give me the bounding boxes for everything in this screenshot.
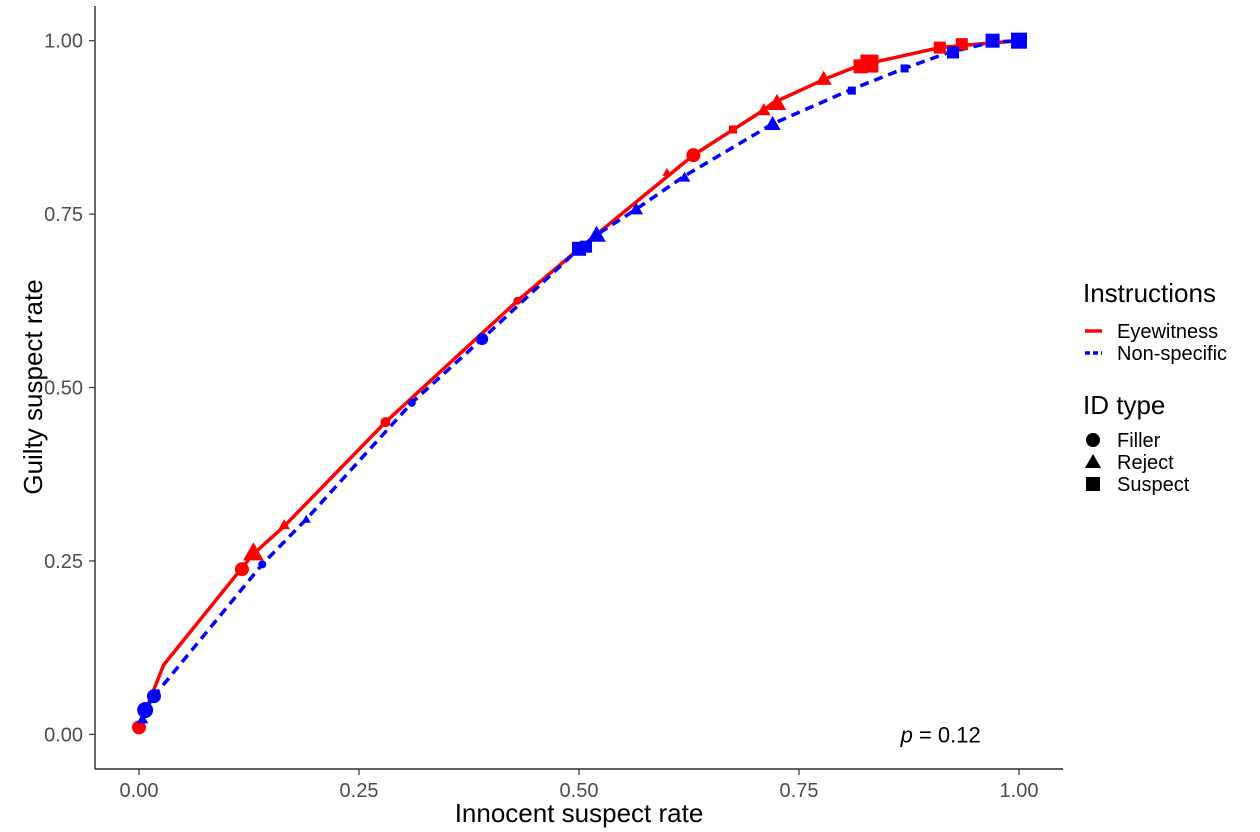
eyewitness-circle-point xyxy=(513,296,522,305)
eyewitness-square-point xyxy=(860,54,879,73)
y-tick-label: 1.00 xyxy=(44,31,83,53)
p-value-annotation: p = 0.12 xyxy=(900,722,981,747)
x-ticks: 0.00 0.25 0.50 0.75 1.00 xyxy=(120,769,1039,802)
eyewitness-circle-point xyxy=(686,148,701,163)
p-value-text: = 0.12 xyxy=(913,722,981,747)
x-tick-label: 0.00 xyxy=(120,780,159,802)
eyewitness-line xyxy=(137,38,1020,729)
legend-label-filler: Filler xyxy=(1117,430,1161,452)
non-specific-square-point xyxy=(985,33,1000,48)
non-specific-triangle-point xyxy=(587,225,606,242)
legend-label-suspect: Suspect xyxy=(1117,474,1190,496)
x-axis-title: Innocent suspect rate xyxy=(455,798,704,828)
eyewitness-circle-point xyxy=(132,720,146,735)
p-value-symbol: p xyxy=(900,722,913,747)
series-points xyxy=(132,32,1027,735)
non-specific-triangle-point xyxy=(629,202,644,215)
eyewitness-square-point xyxy=(933,41,946,54)
non-specific-square-point xyxy=(847,86,856,95)
eyewitness-circle-point xyxy=(234,562,249,577)
non-specific-square-point xyxy=(580,240,593,253)
legend-key-circle xyxy=(1086,433,1100,447)
non-specific-square-point xyxy=(900,64,909,73)
eyewitness-square-point xyxy=(729,125,737,134)
non-specific-circle-point xyxy=(258,560,267,569)
y-tick-label: 0.00 xyxy=(44,724,83,746)
y-tick-label: 0.25 xyxy=(44,551,83,573)
legend-label-non-specific: Non-specific xyxy=(1117,343,1227,365)
x-tick-label: 1.00 xyxy=(1000,780,1039,802)
non-specific-triangle-point xyxy=(678,171,691,182)
non-specific-circle-point xyxy=(476,332,489,345)
legend-label-eyewitness: Eyewitness xyxy=(1117,321,1218,343)
non-specific-square-point xyxy=(1011,32,1027,49)
x-tick-label: 0.75 xyxy=(780,780,819,802)
non-specific-square-point xyxy=(947,46,959,59)
non-specific-triangle-point xyxy=(301,514,311,523)
non-specific-circle-point xyxy=(137,702,154,719)
eyewitness-circle-point xyxy=(380,417,391,428)
y-axis-title: Guilty suspect rate xyxy=(18,279,48,494)
legend-key-triangle xyxy=(1084,453,1102,469)
series-lines xyxy=(137,38,1020,729)
y-tick-label: 0.50 xyxy=(44,378,83,400)
eyewitness-triangle-point xyxy=(662,167,672,176)
non-specific-circle-point xyxy=(407,398,416,407)
legend-color-title: Instructions xyxy=(1083,278,1216,308)
x-tick-label: 0.25 xyxy=(340,780,379,802)
eyewitness-triangle-point xyxy=(767,93,787,111)
non-specific-circle-point xyxy=(146,689,161,704)
eyewitness-triangle-point xyxy=(243,542,264,561)
eyewitness-triangle-point xyxy=(756,103,771,116)
non-specific-triangle-point xyxy=(136,713,149,724)
eyewitness-triangle-point xyxy=(278,519,290,530)
x-tick-label: 0.50 xyxy=(560,780,599,802)
y-tick-label: 0.75 xyxy=(44,204,83,226)
eyewitness-triangle-point xyxy=(815,70,832,85)
legend-key-square xyxy=(1086,477,1100,491)
non-specific-line xyxy=(139,38,1020,725)
legend-label-reject: Reject xyxy=(1117,452,1174,474)
non-specific-triangle-point xyxy=(764,115,781,130)
axes xyxy=(94,6,1063,770)
legend-shape-title: ID type xyxy=(1083,390,1165,420)
y-ticks: 0.00 0.25 0.50 0.75 1.00 xyxy=(44,31,95,746)
